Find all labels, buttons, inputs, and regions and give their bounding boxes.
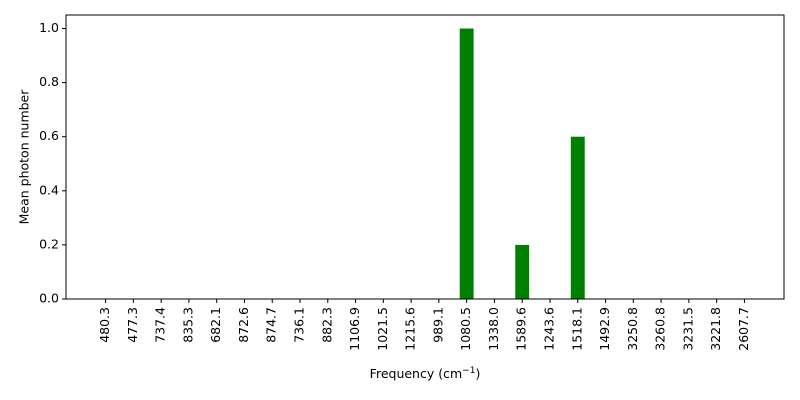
x-axis-label-superscript: −1 bbox=[462, 366, 475, 376]
y-tick-label: 0.4 bbox=[39, 182, 59, 197]
x-tick-label: 835.3 bbox=[180, 307, 195, 343]
x-tick-label: 3260.8 bbox=[653, 307, 668, 351]
x-tick-label: 1021.5 bbox=[375, 307, 390, 351]
y-tick-label: 0.8 bbox=[39, 74, 59, 89]
x-tick-label: 480.3 bbox=[97, 307, 112, 343]
x-tick-label: 736.1 bbox=[292, 307, 307, 343]
x-tick-label: 1518.1 bbox=[569, 307, 584, 351]
x-tick-label: 3231.5 bbox=[680, 307, 695, 351]
x-tick-label: 874.7 bbox=[264, 307, 279, 343]
x-tick-label: 2607.7 bbox=[736, 307, 751, 351]
x-tick-label: 882.3 bbox=[319, 307, 334, 343]
plot-frame bbox=[65, 14, 785, 300]
x-tick-label: 872.6 bbox=[236, 307, 251, 343]
y-tick-label: 0.2 bbox=[39, 236, 59, 251]
x-tick-label: 1106.9 bbox=[347, 307, 362, 351]
x-tick-label: 682.1 bbox=[208, 307, 223, 343]
x-axis-label: Frequency (cm−1) bbox=[370, 366, 481, 381]
y-axis-ticks: 0.0 0.2 0.4 0.6 0.8 1.0 bbox=[39, 20, 66, 306]
y-tick-label: 0.6 bbox=[39, 128, 59, 143]
x-tick-label: 737.4 bbox=[153, 307, 168, 343]
bar-1589.6 bbox=[515, 244, 530, 299]
x-tick-label: 1215.6 bbox=[403, 307, 418, 351]
x-tick-label: 477.3 bbox=[125, 307, 140, 343]
x-axis-label-main: Frequency (cm bbox=[370, 366, 462, 381]
y-tick-label: 1.0 bbox=[39, 20, 59, 35]
x-tick-label: 1080.5 bbox=[458, 307, 473, 351]
x-axis-label-suffix: ) bbox=[475, 366, 480, 381]
y-axis-label: Mean photon number bbox=[17, 89, 32, 225]
x-tick-label: 989.1 bbox=[430, 307, 445, 343]
x-tick-label: 1243.6 bbox=[541, 307, 556, 351]
y-tick-label: 0.0 bbox=[39, 291, 59, 306]
bar-1080.5 bbox=[459, 28, 474, 300]
x-tick-label: 1492.9 bbox=[597, 307, 612, 351]
x-tick-label: 1589.6 bbox=[514, 307, 529, 351]
x-tick-label: 3250.8 bbox=[625, 307, 640, 351]
bars-group bbox=[459, 28, 585, 300]
x-axis-ticks: 480.3 477.3 737.4 835.3 682.1 872.6 874.7 736.1… bbox=[97, 299, 751, 351]
x-tick-label: 3221.8 bbox=[708, 307, 723, 351]
x-tick-label: 1338.0 bbox=[486, 307, 501, 351]
bar-1518.1 bbox=[570, 136, 585, 299]
